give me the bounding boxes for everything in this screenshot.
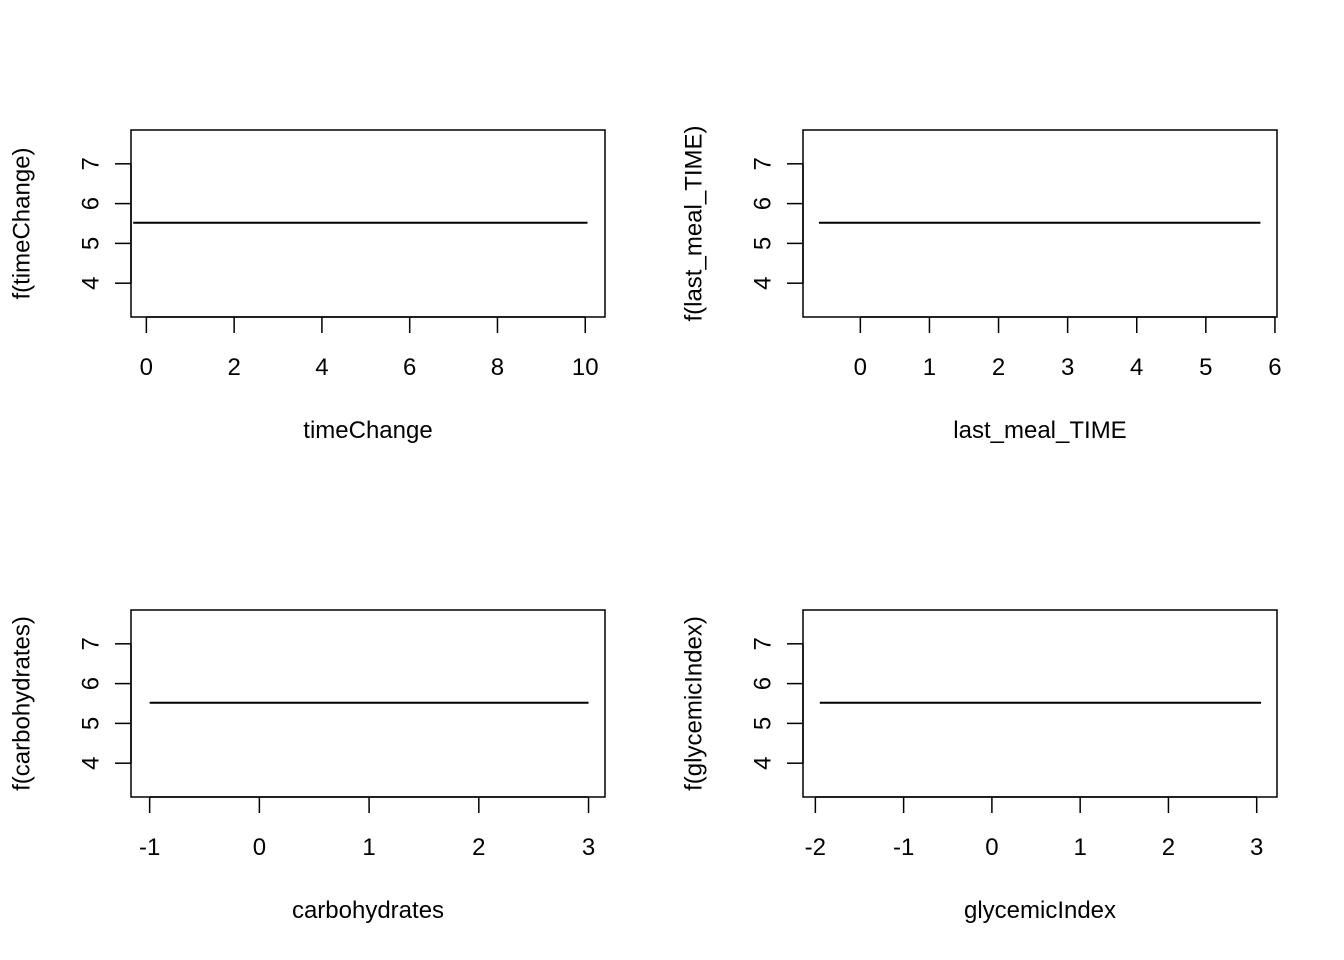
x-tick-label: 0 [253,834,266,861]
x-tick-label: 3 [1250,834,1263,861]
panel-2: 0 1 2 3 4 5 6 4 5 6 7 last_meal_TIME f(last_meal_TIM… [681,125,1282,444]
x-tick-label: 2 [472,834,485,861]
y-tick-label: 6 [750,197,777,210]
x-tick-label: -2 [805,834,826,861]
y-tick-label: 4 [750,277,777,290]
x-tick-label: 0 [140,354,153,381]
y-tick-label: 7 [750,157,777,170]
x-axis-label: glycemicIndex [964,897,1116,924]
y-tick-label: 6 [78,197,105,210]
x-tick-label: 2 [227,354,240,381]
y-tick-label: 4 [78,277,105,290]
x-tick-label: 6 [403,354,416,381]
y-axis-label: f(carbohydrates) [9,616,36,791]
x-tick-label: -1 [139,834,160,861]
y-axis-label: f(glycemicIndex) [681,616,708,791]
x-tick-label: 0 [985,834,998,861]
x-axis-label: carbohydrates [292,897,444,924]
x-tick-label: 3 [1061,354,1074,381]
y-tick-label: 5 [750,717,777,730]
x-tick-label: 1 [923,354,936,381]
x-tick-label: 8 [491,354,504,381]
panel-1: 0 2 4 6 8 10 4 5 6 7 timeChange f(timeChange) [9,129,606,444]
x-axis-label: timeChange [303,417,432,444]
x-tick-label: 4 [315,354,328,381]
y-tick-label: 5 [78,237,105,250]
panel-3: -1 0 1 2 3 4 5 6 7 carbohydrates f(carbohydrates) [9,609,606,924]
x-axis-label: last_meal_TIME [953,417,1126,444]
x-tick-label: 6 [1268,354,1281,381]
x-tick-label: 2 [992,354,1005,381]
x-tick-label: 1 [362,834,375,861]
panel-4: -2 -1 0 1 2 3 4 5 6 7 glycemicIndex f(glycemicIndex… [681,609,1278,924]
y-tick-label: 7 [78,157,105,170]
y-axis-label: f(last_meal_TIME) [681,125,708,321]
x-tick-label: -1 [893,834,914,861]
y-tick-label: 7 [750,637,777,650]
y-tick-label: 6 [750,677,777,690]
y-tick-label: 7 [78,637,105,650]
x-tick-label: 4 [1130,354,1143,381]
y-tick-label: 4 [78,757,105,770]
y-tick-label: 5 [750,237,777,250]
x-tick-label: 0 [854,354,867,381]
x-tick-label: 2 [1162,834,1175,861]
y-tick-label: 6 [78,677,105,690]
y-axis-label: f(timeChange) [9,147,36,299]
y-tick-label: 5 [78,717,105,730]
x-tick-label: 3 [582,834,595,861]
y-tick-label: 4 [750,757,777,770]
x-tick-label: 10 [572,354,599,381]
x-tick-label: 1 [1073,834,1086,861]
x-tick-label: 5 [1199,354,1212,381]
